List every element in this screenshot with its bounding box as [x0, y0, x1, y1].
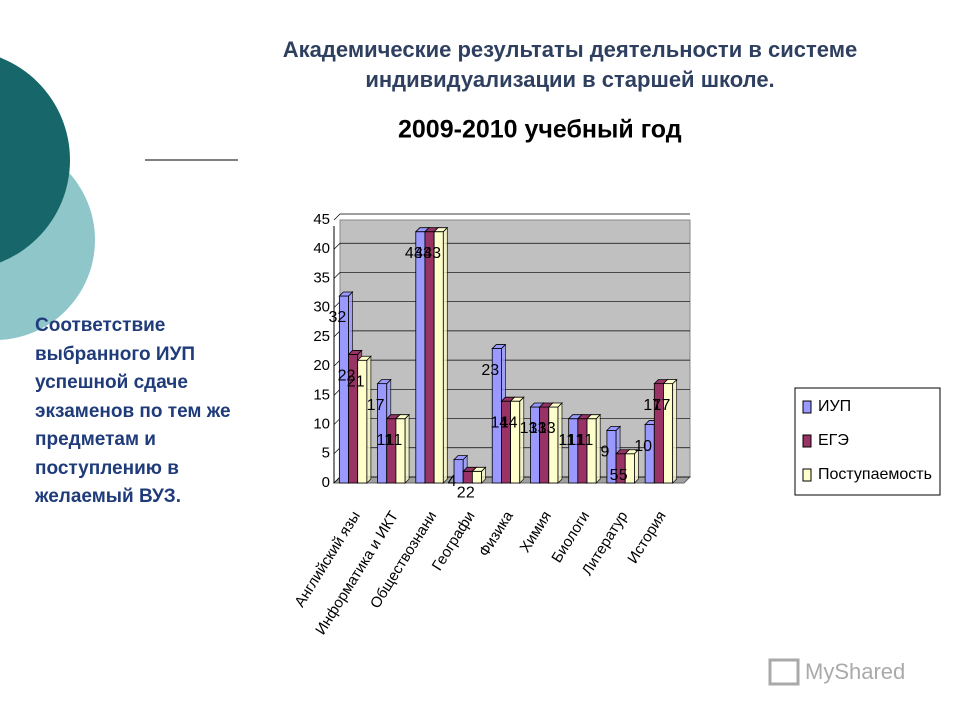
bar-top	[605, 425, 622, 431]
y-tick-label: 20	[313, 357, 330, 374]
y-tick-label: 0	[322, 474, 330, 491]
bar-side	[672, 378, 678, 484]
data-label: 21	[347, 373, 365, 390]
data-label: 13	[529, 420, 547, 437]
y-tick-label: 25	[313, 328, 330, 345]
data-label: 32	[328, 309, 346, 326]
bar-top	[338, 291, 354, 297]
bar	[462, 470, 473, 484]
bar-top	[376, 379, 392, 385]
bar-top	[356, 355, 372, 361]
bar	[433, 231, 444, 484]
bar-side	[366, 355, 372, 484]
bar-top	[453, 455, 469, 461]
legend-box	[794, 387, 941, 496]
logo-icon	[768, 658, 800, 686]
legend-swatch	[802, 434, 812, 448]
data-label: 10	[634, 438, 652, 455]
data-label: 17	[367, 397, 385, 414]
bar	[548, 406, 559, 484]
data-label: 2	[457, 485, 466, 502]
bar	[530, 406, 541, 484]
decor-circle	[0, 57, 70, 263]
y-tick-label: 35	[313, 269, 330, 286]
bar	[586, 418, 597, 484]
y-tick-label: 10	[313, 416, 330, 433]
data-label: 17	[653, 397, 671, 414]
y-tick-label: 5	[322, 445, 330, 462]
legend-label: ЕГЭ	[818, 432, 849, 449]
bar	[577, 418, 588, 484]
side-box: Соответствие выбранного ИУП успешной сда…	[35, 315, 231, 507]
grid-line	[333, 213, 690, 221]
data-label: 23	[481, 362, 499, 379]
data-label: 11	[577, 432, 594, 449]
data-label: 13	[538, 420, 556, 437]
bar	[471, 470, 482, 484]
legend-swatch	[802, 400, 812, 414]
x-tick-label: История	[624, 508, 669, 566]
data-label: 2	[466, 485, 475, 502]
bar-side	[404, 413, 410, 484]
title-box: Академические результаты деятельности в …	[282, 37, 858, 92]
data-label: 4	[448, 473, 457, 490]
bar-top	[491, 344, 507, 349]
x-tick-label: Химия	[517, 508, 555, 555]
data-label: 17	[643, 397, 661, 414]
data-label: 22	[338, 368, 356, 385]
data-label: 5	[610, 467, 619, 484]
bar-top	[347, 350, 363, 355]
x-tick-label: Физика	[476, 508, 517, 560]
bar-side	[442, 226, 448, 484]
y-tick-label: 15	[313, 386, 330, 403]
data-label: 5	[619, 467, 628, 484]
bar-top	[586, 414, 602, 420]
data-label: 11	[568, 432, 585, 449]
y-tick-label: 40	[313, 240, 330, 257]
bar	[539, 406, 550, 484]
bar-top	[471, 466, 487, 472]
y-tick-label: 30	[313, 299, 330, 316]
data-label: 11	[558, 432, 575, 449]
bar-top	[624, 449, 640, 455]
data-label: 11	[386, 432, 403, 449]
data-label: 43	[405, 245, 423, 262]
bar-top	[509, 396, 525, 402]
chart-title: 2009-2010 учебный год	[398, 116, 682, 144]
legend-label: ИУП	[818, 398, 851, 415]
grid-line	[333, 272, 690, 279]
grid-line	[333, 242, 690, 250]
bar	[395, 418, 406, 484]
bar	[415, 231, 426, 484]
bar-side	[519, 396, 525, 484]
side-text: Соответствие выбранного ИУП успешной сда…	[35, 315, 231, 507]
legend-label: Поступаемость	[818, 466, 932, 483]
bar-top	[433, 227, 449, 233]
data-label: 11	[376, 432, 393, 449]
data-label: 9	[600, 444, 609, 461]
data-label: 14	[500, 414, 518, 431]
bar	[568, 418, 579, 484]
data-label: 14	[491, 414, 509, 431]
data-label: 43	[414, 245, 432, 262]
y-tick-label: 45	[313, 211, 330, 228]
bar	[424, 231, 435, 484]
bar-top	[547, 402, 563, 408]
bar-top	[662, 379, 678, 385]
bar	[386, 418, 397, 484]
bar-top	[394, 414, 411, 420]
data-label: 43	[423, 245, 441, 262]
slide-title: Академические результаты деятельности в …	[282, 37, 858, 92]
data-label: 13	[520, 420, 538, 437]
legend-swatch	[802, 468, 812, 482]
watermark: MyShared	[805, 659, 905, 684]
